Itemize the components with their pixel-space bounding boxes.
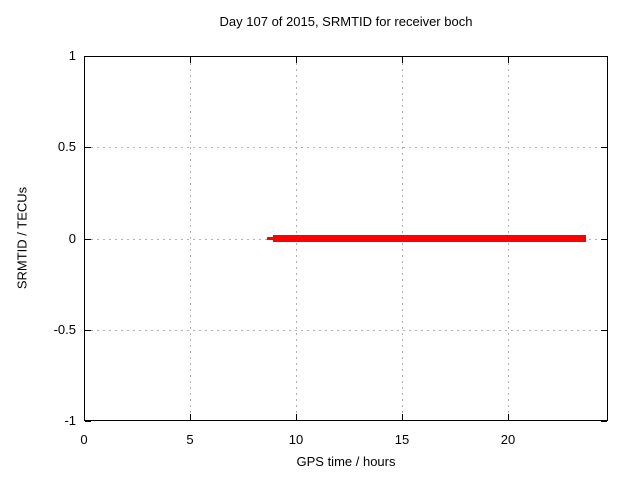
v-gridline bbox=[190, 57, 191, 420]
x-tick bbox=[402, 57, 403, 63]
x-tick-label: 5 bbox=[186, 432, 194, 447]
data-line-segment bbox=[266, 237, 274, 240]
y-tick-label: -0.5 bbox=[53, 322, 76, 337]
y-tick-label: -1 bbox=[64, 413, 76, 428]
x-tick bbox=[190, 414, 191, 420]
x-tick bbox=[402, 414, 403, 420]
x-tick bbox=[296, 57, 297, 63]
x-tick bbox=[190, 57, 191, 63]
y-tick bbox=[85, 239, 91, 240]
y-tick bbox=[601, 147, 607, 148]
y-tick bbox=[601, 421, 607, 422]
h-gridline bbox=[85, 147, 607, 148]
x-tick-label: 20 bbox=[500, 432, 516, 447]
y-tick-label: 1 bbox=[68, 48, 76, 63]
x-tick bbox=[508, 414, 509, 420]
data-line-segment bbox=[272, 235, 586, 242]
x-tick-label: 10 bbox=[288, 432, 304, 447]
h-gridline bbox=[85, 330, 607, 331]
y-tick bbox=[601, 56, 607, 57]
chart-title: Day 107 of 2015, SRMTID for receiver boc… bbox=[219, 14, 473, 29]
x-tick bbox=[296, 414, 297, 420]
y-tick bbox=[85, 56, 91, 57]
x-tick bbox=[84, 57, 85, 63]
y-tick bbox=[85, 421, 91, 422]
y-tick bbox=[601, 330, 607, 331]
y-tick-label: 0.5 bbox=[57, 139, 76, 154]
x-tick bbox=[84, 414, 85, 420]
y-tick bbox=[85, 330, 91, 331]
x-tick-label: 15 bbox=[394, 432, 410, 447]
x-tick bbox=[508, 57, 509, 63]
x-axis-label: GPS time / hours bbox=[296, 454, 396, 469]
y-tick bbox=[85, 147, 91, 148]
y-tick bbox=[601, 239, 607, 240]
y-tick-label: 0 bbox=[68, 231, 76, 246]
x-tick-label: 0 bbox=[80, 432, 88, 447]
plot-area bbox=[84, 56, 608, 421]
